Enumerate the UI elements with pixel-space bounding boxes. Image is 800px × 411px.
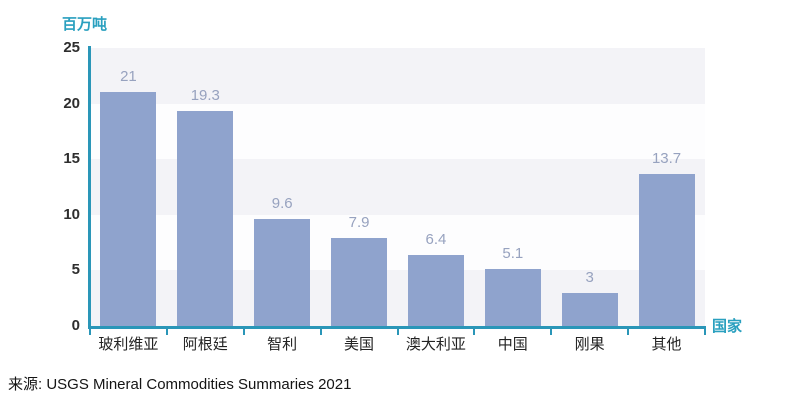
x-axis-tick xyxy=(627,329,630,335)
y-axis-unit-label: 百万吨 xyxy=(62,16,108,33)
x-axis-tick xyxy=(319,329,322,335)
y-tick-label-5: 5 xyxy=(71,261,80,279)
x-axis-tick xyxy=(704,329,706,335)
x-axis-tick xyxy=(89,329,91,335)
bar-value-label: 19.3 xyxy=(190,87,220,105)
category-label-澳大利亚: 澳大利亚 xyxy=(405,336,466,353)
y-tick-label-10: 10 xyxy=(63,205,80,223)
category-label-美国: 美国 xyxy=(344,336,375,353)
bar-美国 xyxy=(331,238,388,326)
bar-中国 xyxy=(484,269,541,326)
bar-刚果 xyxy=(561,292,618,326)
bar-value-label: 6.4 xyxy=(425,230,447,248)
x-axis-tick xyxy=(165,329,168,335)
bar-其他 xyxy=(638,173,695,326)
x-axis-tick xyxy=(242,329,245,335)
x-axis-tick xyxy=(550,329,553,335)
bar-value-label: 9.6 xyxy=(271,195,293,213)
bar-value-label: 3 xyxy=(585,268,594,286)
bar-阿根廷 xyxy=(177,111,234,326)
category-label-玻利维亚: 玻利维亚 xyxy=(98,336,159,353)
plot-area: 21 19.3 9.6 7.9 6.4 5.1 3 13.7 xyxy=(90,48,705,326)
y-tick-label-20: 20 xyxy=(63,94,80,112)
category-label-中国: 中国 xyxy=(497,336,528,353)
bar-玻利维亚 xyxy=(100,92,157,326)
y-tick-label-15: 15 xyxy=(63,150,80,168)
bar-value-label: 7.9 xyxy=(348,214,370,232)
y-tick-label-25: 25 xyxy=(63,39,80,56)
x-axis-line xyxy=(88,326,706,329)
bar-value-label: 5.1 xyxy=(502,245,524,263)
category-label-阿根廷: 阿根廷 xyxy=(182,336,228,353)
category-label-智利: 智利 xyxy=(267,336,298,353)
bar-澳大利亚 xyxy=(407,254,464,326)
grid-band xyxy=(90,48,705,104)
x-axis-label: 国家 xyxy=(712,318,743,335)
bar-value-label: 13.7 xyxy=(651,149,682,167)
y-axis-line xyxy=(88,46,91,329)
y-tick-label-0: 0 xyxy=(71,317,80,334)
x-axis-tick xyxy=(473,329,476,335)
bar-value-label: 21 xyxy=(120,68,137,86)
category-label-刚果: 刚果 xyxy=(574,336,605,353)
source-citation: 来源: USGS Mineral Commodities Summaries 2… xyxy=(8,376,352,393)
x-axis-tick xyxy=(396,329,399,335)
bar-智利 xyxy=(254,219,311,326)
category-label-其他: 其他 xyxy=(651,336,682,353)
